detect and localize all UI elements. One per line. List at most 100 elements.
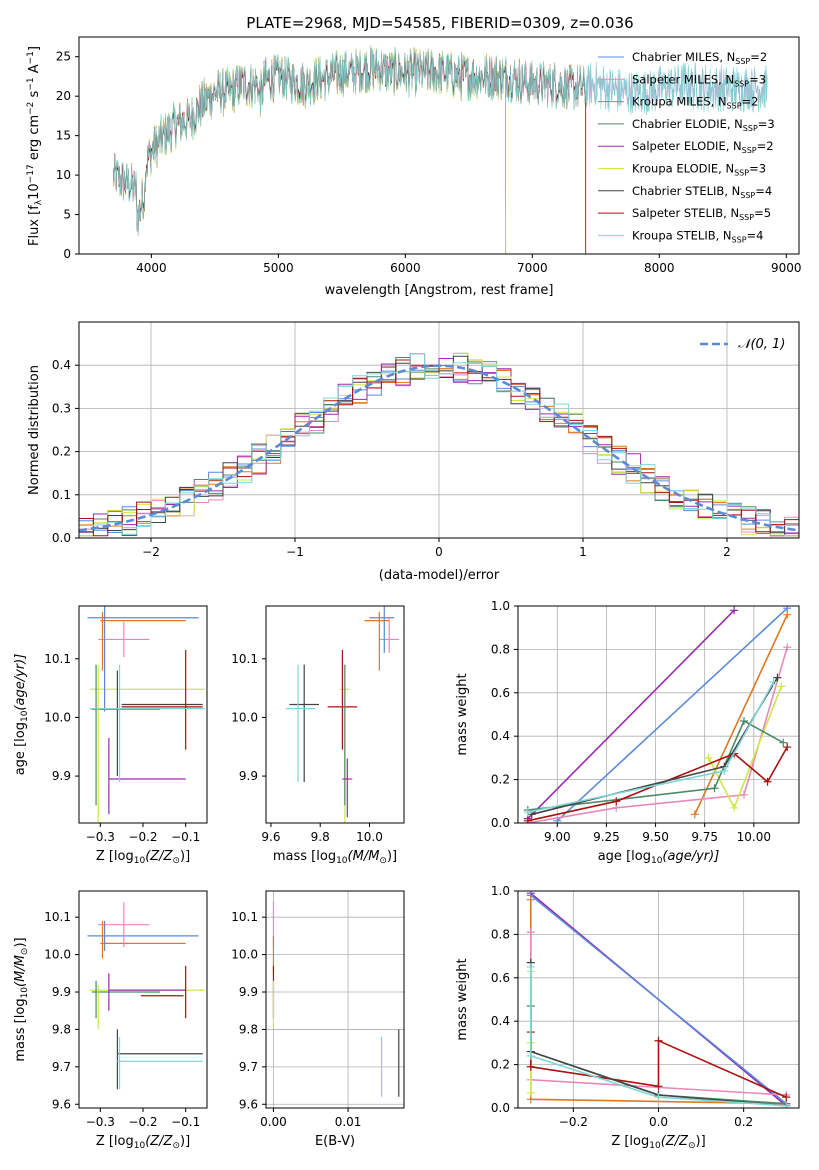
spectrum-ytick-label: 15 — [56, 129, 71, 143]
plus-marker — [769, 677, 778, 686]
spectrum-ytick-label: 10 — [56, 168, 71, 182]
xtick-label: −0.2 — [559, 1115, 588, 1129]
mass-weight-line — [530, 967, 787, 1107]
ylabel: mass [log10(M/M⊙)] — [13, 937, 30, 1061]
xlabel: mass [log10(M/M⊙)] — [273, 849, 397, 866]
spectrum-xtick-label: 8000 — [644, 261, 675, 275]
xtick-label: 9.25 — [593, 830, 620, 844]
spectrum-legend: Chabrier MILES, NSSP=2 Salpeter MILES, NS… — [598, 50, 775, 244]
ytick-label: 9.9 — [52, 985, 71, 999]
plus-marker — [526, 962, 535, 971]
plus-marker — [782, 1101, 791, 1108]
spectrum-ytick-label: 20 — [56, 89, 71, 103]
ytick-label: 1.0 — [491, 884, 510, 898]
spectrum-title: PLATE=2968, MJD=54585, FIBERID=0309, z=0… — [246, 14, 633, 32]
xtick-label: 9.00 — [544, 830, 571, 844]
spectrum-series-line — [112, 45, 768, 236]
xtick-label: 10.00 — [737, 830, 771, 844]
mass-weight-line — [556, 607, 788, 822]
residuals-xtick-label: −2 — [142, 545, 160, 559]
gaussian-legend-label: 𝒩(0, 1) — [738, 337, 785, 352]
plus-marker — [710, 784, 719, 793]
ytick-label: 10.1 — [44, 910, 71, 924]
xtick-label: 9.50 — [642, 830, 669, 844]
plus-marker — [704, 753, 713, 762]
residuals-xtick-label: 2 — [723, 545, 731, 559]
ytick-label: 10.1 — [231, 652, 258, 666]
mass-weight-line — [527, 646, 788, 823]
plus-marker — [654, 1093, 663, 1102]
massweight-vs-age-panel: 9.00 9.25 9.50 9.75 10.00 0.0 0.2 0.4 0.6 0.8 1.0 a… — [455, 599, 800, 866]
residuals-ylabel: Normed distribution — [27, 365, 42, 495]
ylabel: mass weight — [455, 673, 470, 755]
plot-area — [285, 606, 400, 823]
legend-entry-label: Chabrier ELODIE, NSSP=3 — [632, 117, 775, 133]
plot-area — [87, 902, 205, 1090]
spectrum-xtick-label: 6000 — [390, 261, 421, 275]
residual-histogram-step — [79, 353, 799, 535]
plot-area — [272, 902, 400, 1097]
ytick-label: 9.9 — [239, 985, 258, 999]
plus-marker — [654, 1036, 663, 1045]
ylabel: mass weight — [455, 958, 470, 1040]
ytick-label: 9.6 — [52, 1097, 71, 1111]
plus-marker — [526, 928, 535, 937]
legend-entry-label: Chabrier STELIB, NSSP=4 — [632, 184, 772, 200]
plus-marker — [690, 810, 699, 819]
mass-weight-line — [530, 894, 787, 1105]
spectrum-ytick-label: 25 — [56, 50, 71, 64]
legend-entry-label: Chabrier MILES, NSSP=2 — [632, 50, 767, 66]
xtick-label: 0.0 — [649, 1115, 668, 1129]
ytick-label: 0.4 — [491, 1014, 510, 1028]
plus-marker — [777, 682, 786, 691]
ytick-label: 0.2 — [491, 1058, 510, 1072]
plus-marker — [730, 606, 739, 615]
ytick-label: 9.7 — [239, 1060, 258, 1074]
plus-marker — [720, 766, 729, 775]
ytick-label: 0.8 — [491, 642, 510, 656]
spectrum-xlabel: wavelength [Angstrom, rest frame] — [325, 283, 554, 298]
legend-entry-label: Salpeter MILES, NSSP=3 — [632, 72, 766, 88]
xtick-label: 0.01 — [335, 1115, 362, 1129]
axes-frame — [517, 605, 800, 824]
plus-marker — [739, 717, 748, 726]
plus-marker — [523, 808, 532, 817]
ytick-label: 10.1 — [44, 652, 71, 666]
mass-vs-Z-panel: −0.3 −0.2 −0.1 9.6 9.7 9.8 9.9 10.0 10.1 Z [log10… — [13, 890, 208, 1151]
ytick-label: 9.8 — [239, 1022, 258, 1036]
xlabel: age [log10(age/yr)] — [598, 849, 720, 866]
xlabel: Z [log10(Z/Z⊙)] — [96, 849, 190, 866]
ytick-label: 9.9 — [239, 769, 258, 783]
ytick-label: 0.4 — [491, 729, 510, 743]
residuals-ytick-label: 0.3 — [52, 401, 71, 415]
residuals-xtick-label: 1 — [579, 545, 587, 559]
ytick-label: 0.6 — [491, 686, 510, 700]
residuals-legend: 𝒩(0, 1) — [700, 337, 785, 352]
plus-marker — [526, 1062, 535, 1071]
plus-marker — [730, 803, 739, 812]
xtick-label: 9.6 — [261, 830, 280, 844]
age-vs-mass-panel: 9.6 9.8 10.0 9.9 10.0 10.1 mass [log10(M/M⊙)] — [231, 605, 405, 866]
spectrum-xtick-label: 9000 — [771, 261, 802, 275]
xtick-label: 0.00 — [260, 1115, 287, 1129]
axes-frame — [517, 890, 800, 1109]
xtick-label: 9.8 — [311, 830, 330, 844]
residuals-xlabel: (data-model)/error — [379, 568, 500, 583]
residuals-ytick-label: 0.1 — [52, 488, 71, 502]
residuals-xtick-label: −1 — [286, 545, 304, 559]
plus-marker — [739, 790, 748, 799]
gaussian-reference-curve — [78, 364, 800, 532]
ytick-label: 0.8 — [491, 927, 510, 941]
xlabel: E(B-V) — [315, 1134, 355, 1149]
plus-marker — [783, 743, 792, 752]
ytick-label: 9.7 — [52, 1060, 71, 1074]
plus-marker — [779, 738, 788, 747]
spectrum-xtick-label: 7000 — [517, 261, 548, 275]
plus-marker — [654, 1082, 663, 1091]
xtick-label: −0.3 — [86, 830, 115, 844]
axes-frame — [265, 890, 405, 1109]
ytick-label: 10.0 — [44, 948, 71, 962]
mass-weight-line — [694, 614, 788, 815]
residuals-ytick-label: 0.4 — [52, 358, 71, 372]
